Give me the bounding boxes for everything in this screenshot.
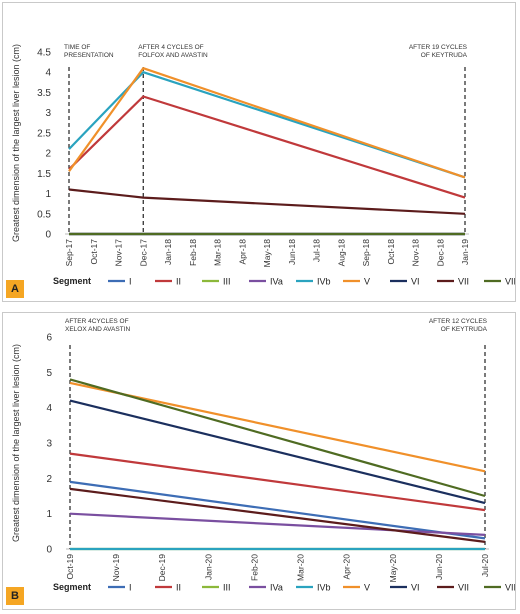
chart-a-legend-label-i: I [129, 277, 132, 287]
chart-a-legend-label-vii: VII [458, 277, 469, 287]
chart-a-series-line-vii [68, 188, 466, 215]
chart-b-x-tick: May-20 [388, 554, 398, 583]
chart-a-y-tick: 3 [45, 108, 51, 119]
chart-a-annotation-text: AFTER 19 CYCLES [409, 44, 468, 51]
chart-b-series-line-viii [69, 378, 486, 498]
chart-a-annotation-text: OF KEYTRUDA [421, 52, 468, 59]
chart-b-x-tick: Feb-20 [249, 554, 259, 581]
chart-b-y-axis-label: Greatest dimension of the largest liver … [11, 344, 21, 542]
chart-b-legend-label-ivb: IVb [317, 583, 331, 593]
chart-a-x-tick: Sep-18 [361, 239, 371, 267]
chart-a-x-tick: Oct-18 [386, 239, 396, 265]
chart-b-series-line-vii [69, 487, 486, 543]
chart-a-legend-label-vi: VI [411, 277, 420, 287]
chart-b-y-tick: 6 [46, 333, 52, 344]
chart-b-legend-label-vii: VII [458, 583, 469, 593]
chart-a-x-tick: Dec-17 [138, 239, 148, 267]
chart-b-x-tick: Jun-20 [434, 554, 444, 580]
chart-a-x-tick: May-18 [262, 239, 272, 268]
chart-b-x-tick: Apr-20 [342, 554, 352, 580]
chart-a-series-line-ii [68, 95, 466, 199]
chart-a-y-tick: 1.5 [37, 169, 51, 180]
panel-label-b: B [6, 587, 24, 605]
chart-b-series-line-ii [69, 452, 486, 512]
chart-a-y-axis-label: Greatest dimension of the largest liver … [11, 44, 21, 242]
chart-b-legend-title: Segment [53, 582, 91, 592]
chart-b-x-tick: Dec-19 [157, 554, 167, 582]
chart-a-x-tick: Nov-17 [114, 239, 124, 267]
chart-b-y-tick: 1 [46, 509, 52, 520]
chart-a-annotation-text: PRESENTATION [64, 52, 114, 59]
chart-a-y-tick: 2 [45, 149, 51, 160]
chart-b-annotation-text: XELOX AND AVASTIN [65, 326, 130, 333]
chart-b-legend-label-iii: III [223, 583, 231, 593]
chart-a-legend-label-iii: III [223, 277, 231, 287]
chart-b-y-tick: 5 [46, 368, 52, 379]
chart-b-series-line-vi [69, 399, 486, 505]
chart-panel-b: Greatest dimension of the largest liver … [2, 312, 516, 610]
chart-a-legend-label-v: V [364, 277, 370, 287]
chart-b-legend-label-viii: VIII [505, 583, 515, 593]
chart-b-legend-label-iva: IVa [270, 583, 283, 593]
chart-b-y-tick: 0 [46, 545, 52, 556]
chart-a-x-tick: Jun-18 [287, 239, 297, 265]
chart-a-annotation-text: FOLFOX AND AVASTIN [138, 52, 208, 59]
chart-a-legend-label-ii: II [176, 277, 181, 287]
chart-panel-a: Greatest dimension of the largest liver … [2, 2, 516, 302]
chart-a-x-tick: Feb-18 [188, 239, 198, 266]
chart-b-x-tick: Nov-19 [111, 554, 121, 582]
chart-a-x-tick: Jan-19 [460, 239, 470, 265]
chart-a-x-tick: Aug-18 [336, 239, 346, 267]
chart-b-legend-label-vi: VI [411, 583, 420, 593]
chart-a-y-tick: 1 [45, 189, 51, 200]
chart-b-y-tick: 3 [46, 439, 52, 450]
chart-a-series-line-v [68, 67, 466, 179]
chart-a-x-tick: Mar-18 [213, 239, 223, 266]
chart-b-legend-label-v: V [364, 583, 370, 593]
chart-a-x-tick: Sep-17 [64, 239, 74, 267]
chart-a-y-tick: 2.5 [37, 128, 51, 139]
chart-a-y-tick: 4 [45, 68, 51, 79]
chart-a-legend-label-ivb: IVb [317, 277, 331, 287]
chart-b-x-tick: Mar-20 [296, 554, 306, 581]
chart-a-series-line-ivb [68, 71, 466, 179]
chart-b-annotation-text: AFTER 12 CYCLES [429, 318, 488, 325]
chart-b-x-tick: Jul-20 [480, 554, 490, 577]
chart-a-legend-title: Segment [53, 276, 91, 286]
chart-a-legend-label-iva: IVa [270, 277, 283, 287]
chart-a-x-tick: Dec-18 [435, 239, 445, 267]
chart-b-annotation-text: OF KEYTRUDA [441, 326, 488, 333]
panel-label-a: A [6, 280, 24, 298]
chart-a-x-tick: Oct-17 [89, 239, 99, 265]
chart-a-x-tick: Jan-18 [163, 239, 173, 265]
chart-b-x-tick: Jan-20 [203, 554, 213, 580]
chart-a-y-tick: 0 [45, 230, 51, 241]
chart-b-y-tick: 4 [46, 403, 52, 414]
chart-b-series-line-v [69, 381, 486, 473]
chart-a-x-tick: Nov-18 [411, 239, 421, 267]
chart-b-x-tick: Oct-19 [65, 554, 75, 580]
chart-a-annotation-text: AFTER 4 CYCLES OF [138, 44, 203, 51]
chart-a-legend-label-viii: VIII [505, 277, 515, 287]
chart-a-y-tick: 3.5 [37, 88, 51, 99]
chart-a-x-tick: Jul-18 [312, 239, 322, 262]
chart-b-legend-label-i: I [129, 583, 132, 593]
chart-b-annotation-text: AFTER 4CYCLES OF [65, 318, 129, 325]
chart-b-svg: Greatest dimension of the largest liver … [11, 318, 515, 593]
chart-b-legend-label-ii: II [176, 583, 181, 593]
chart-a-svg: Greatest dimension of the largest liver … [11, 44, 515, 287]
chart-b-y-tick: 2 [46, 474, 52, 485]
chart-a-y-tick: 4.5 [37, 48, 51, 59]
chart-a-x-tick: Apr-18 [237, 239, 247, 265]
chart-a-y-tick: 0.5 [37, 209, 51, 220]
chart-b-series-line-i [69, 480, 486, 540]
chart-b-series-line-iva [69, 512, 486, 536]
chart-a-annotation-text: TIME OF [64, 44, 90, 51]
